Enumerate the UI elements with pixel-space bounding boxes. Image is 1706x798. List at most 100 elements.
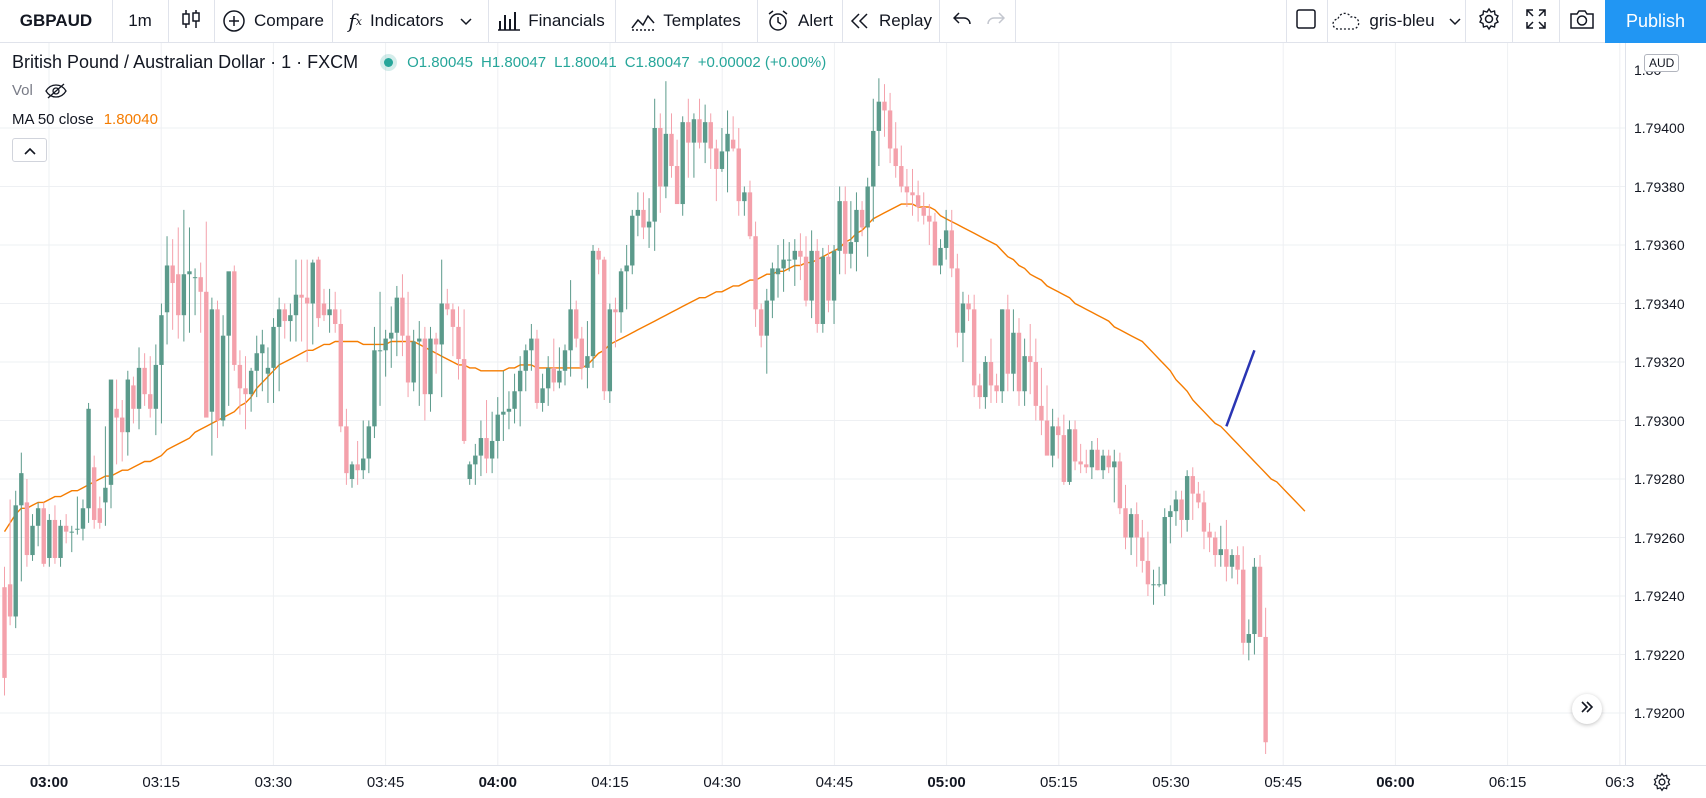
undo-icon — [952, 11, 971, 31]
candle-body — [837, 201, 842, 251]
candle-down — [697, 98, 702, 149]
candle-down — [674, 139, 680, 205]
candle-down — [114, 379, 119, 465]
square-icon — [1295, 8, 1317, 35]
currency-badge[interactable]: AUD — [1644, 54, 1680, 72]
volume-legend[interactable]: Vol — [12, 82, 67, 99]
candle-body — [725, 133, 730, 152]
candle-down — [1005, 294, 1010, 392]
candle-body — [1095, 449, 1100, 471]
candle-down — [243, 356, 248, 430]
candle-up — [1151, 569, 1156, 605]
trend-line-drawing[interactable] — [1225, 349, 1256, 427]
candle-body — [910, 192, 915, 196]
candle-body — [248, 370, 254, 395]
candle-up — [349, 461, 355, 488]
candle-up — [876, 78, 882, 167]
candle-up — [1067, 420, 1072, 485]
chart-type-button[interactable] — [168, 0, 214, 42]
candle-body — [1089, 449, 1095, 468]
symbol-search[interactable]: GBPAUD — [0, 0, 112, 42]
candle-down — [1207, 522, 1212, 553]
candle-body — [899, 166, 904, 187]
fullscreen-layout-button[interactable] — [1286, 0, 1326, 42]
candle-body — [461, 359, 467, 441]
expand-icon — [1525, 8, 1547, 35]
financials-label: Financials — [528, 11, 605, 30]
scroll-to-realtime-button[interactable] — [1572, 694, 1602, 724]
time-tick: 04:30 — [703, 774, 741, 791]
eye-hidden-icon[interactable] — [45, 83, 67, 99]
candle-body — [243, 388, 248, 395]
candle-body — [904, 186, 910, 193]
candle-down — [1056, 417, 1061, 459]
candle-down — [714, 139, 719, 202]
interval-label: 1m — [128, 11, 152, 30]
settings-button[interactable] — [1465, 0, 1512, 42]
time-tick: 06:3 — [1605, 774, 1635, 791]
time-tick: 04:00 — [478, 774, 517, 791]
candle-up — [394, 285, 400, 357]
candle-body — [893, 148, 898, 167]
candle-body — [501, 411, 506, 415]
ma-legend[interactable]: MA 50 close 1.80040 — [12, 111, 158, 128]
price-axis[interactable]: 1.80 1.794001.793801.793601.793401.79320… — [1625, 43, 1706, 765]
candle-body — [1084, 464, 1089, 468]
candle-body — [1168, 511, 1173, 518]
candle-up — [192, 268, 198, 316]
candle-down — [1117, 452, 1123, 515]
candle-down — [910, 168, 915, 216]
time-axis[interactable]: 03:00 03:15 03:30 03:45 04:00 04:15 04:30 04:45… — [0, 765, 1706, 798]
fullscreen-button[interactable] — [1512, 0, 1559, 42]
candle-down — [1028, 323, 1033, 395]
candle-up — [327, 288, 332, 333]
candle-body — [949, 230, 954, 269]
candle-down — [602, 256, 607, 401]
candle-up — [19, 452, 24, 582]
candle-body — [730, 139, 736, 149]
candle-up — [271, 318, 276, 403]
candle-down — [955, 253, 960, 348]
replay-button[interactable]: Replay — [842, 0, 939, 42]
templates-button[interactable]: Templates — [615, 0, 757, 42]
interval-button[interactable]: 1m — [112, 0, 168, 42]
collapse-legend-button[interactable] — [12, 138, 47, 162]
candle-body — [204, 291, 209, 418]
candle-up — [159, 303, 164, 424]
candle-up — [372, 326, 377, 439]
candle-body — [142, 367, 147, 395]
candle-up — [473, 443, 478, 485]
candle-body — [803, 256, 809, 301]
candle-up — [854, 192, 859, 272]
gear-icon[interactable] — [1652, 772, 1672, 797]
redo-button[interactable] — [979, 0, 1013, 42]
publish-button[interactable]: Publish — [1605, 0, 1706, 43]
candle-body — [680, 122, 685, 205]
candle-body — [915, 195, 921, 207]
compare-button[interactable]: Compare — [214, 0, 332, 42]
undo-button[interactable] — [945, 0, 979, 42]
snapshot-button[interactable] — [1559, 0, 1605, 42]
financials-button[interactable]: Financials — [488, 0, 615, 42]
candle-body — [663, 133, 669, 187]
candle-up — [489, 411, 495, 474]
price-tick: 1.79240 — [1634, 588, 1685, 604]
candle-up — [781, 239, 786, 292]
candle-body — [1028, 356, 1033, 362]
layout-name-button[interactable]: gris-bleu — [1327, 0, 1465, 42]
candle-up — [125, 370, 131, 456]
alert-button[interactable]: Alert — [757, 0, 842, 42]
candle-body — [148, 394, 153, 409]
candle-body — [355, 464, 360, 471]
candle-up — [1229, 549, 1235, 579]
candle-body — [1252, 566, 1257, 635]
candle-down — [613, 297, 618, 348]
candle-down — [332, 291, 338, 333]
price-tick: 1.79400 — [1634, 120, 1685, 136]
candle-body — [1112, 461, 1117, 468]
candle-body — [1179, 499, 1184, 520]
candle-up — [153, 344, 159, 436]
chart-pane[interactable] — [0, 43, 1625, 765]
candle-body — [960, 303, 966, 333]
